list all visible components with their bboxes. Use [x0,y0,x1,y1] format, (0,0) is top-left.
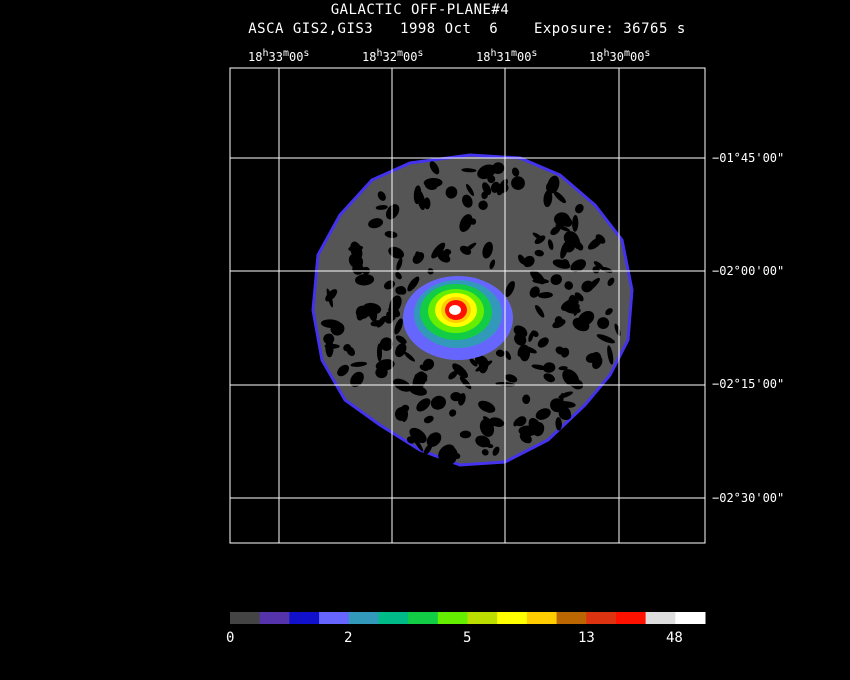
colorbar-swatch [230,612,261,624]
ra-label: 18h30m00s [589,48,651,64]
dec-label: −02°00'00" [712,264,785,278]
colorbar-swatch [437,612,468,624]
colorbar-label: 0 [226,630,235,646]
colorbar-swatch [615,612,647,624]
dec-label: −02°30'00" [712,491,785,505]
colorbar-swatch [526,612,558,624]
colorbar-swatch [348,612,379,624]
ra-label: 18h32m00s [362,48,424,64]
colorbar-swatch [675,612,706,624]
coordinate-grid [229,67,706,544]
colorbar-swatch [259,612,290,624]
colorbar-swatch [378,612,409,624]
colorbar-label: 2 [344,630,353,646]
colorbar-swatch [556,612,587,624]
colorbar-swatch [289,612,320,624]
colorbar-swatch [645,612,676,624]
observation-info: ASCA GIS2,GIS3 1998 Oct 6 Exposure: 3676… [248,21,686,37]
ra-label: 18h33m00s [248,48,310,64]
dec-label: −02°15'00" [712,377,785,391]
colorbar-label: 5 [463,630,472,646]
colorbar [230,612,706,624]
colorbar-swatch [497,612,528,624]
colorbar-label: 13 [578,630,595,646]
colorbar-swatch [319,612,350,624]
dec-label: −01°45'00" [712,151,785,165]
colorbar-swatch [408,612,439,624]
xray-source [403,276,513,360]
colorbar-swatch [467,612,498,624]
colorbar-label: 48 [666,630,683,646]
colorbar-swatch [586,612,617,624]
ra-label: 18h31m00s [476,48,538,64]
image-title: GALACTIC OFF-PLANE#4 [330,2,510,18]
